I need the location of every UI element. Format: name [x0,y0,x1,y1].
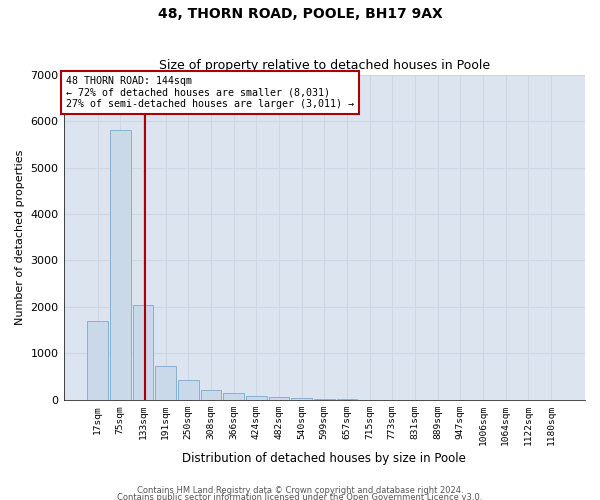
Bar [87,321,108,400]
Title: Size of property relative to detached houses in Poole: Size of property relative to detached ho… [159,59,490,72]
Bar [200,390,221,400]
Bar [291,398,312,400]
Bar [223,394,244,400]
Bar [246,396,267,400]
Bar [269,397,289,400]
Text: Contains HM Land Registry data © Crown copyright and database right 2024.: Contains HM Land Registry data © Crown c… [137,486,463,495]
Text: Contains public sector information licensed under the Open Government Licence v3: Contains public sector information licen… [118,494,482,500]
Text: 48, THORN ROAD, POOLE, BH17 9AX: 48, THORN ROAD, POOLE, BH17 9AX [158,8,442,22]
Bar [155,366,176,400]
Text: 48 THORN ROAD: 144sqm
← 72% of detached houses are smaller (8,031)
27% of semi-d: 48 THORN ROAD: 144sqm ← 72% of detached … [66,76,354,110]
Y-axis label: Number of detached properties: Number of detached properties [15,150,25,325]
Bar [314,399,335,400]
Bar [133,304,154,400]
Bar [178,380,199,400]
Bar [110,130,131,400]
X-axis label: Distribution of detached houses by size in Poole: Distribution of detached houses by size … [182,452,466,465]
